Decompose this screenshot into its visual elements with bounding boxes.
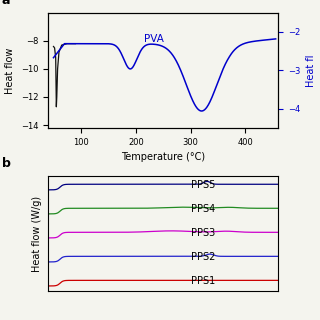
Y-axis label: Heat flow: Heat flow (5, 47, 15, 93)
Text: PPS5: PPS5 (191, 180, 215, 190)
Text: a: a (2, 0, 11, 7)
Text: PVA: PVA (144, 34, 164, 44)
Y-axis label: Heat flow (W/g): Heat flow (W/g) (32, 196, 43, 272)
Text: PPS3: PPS3 (191, 228, 215, 238)
Y-axis label: Heat fl: Heat fl (306, 54, 316, 87)
Text: b: b (2, 157, 11, 170)
X-axis label: Temperature (°C): Temperature (°C) (121, 152, 205, 162)
Text: PPS2: PPS2 (191, 252, 215, 262)
Text: PPS4: PPS4 (191, 204, 215, 214)
Text: PPS1: PPS1 (191, 276, 215, 286)
